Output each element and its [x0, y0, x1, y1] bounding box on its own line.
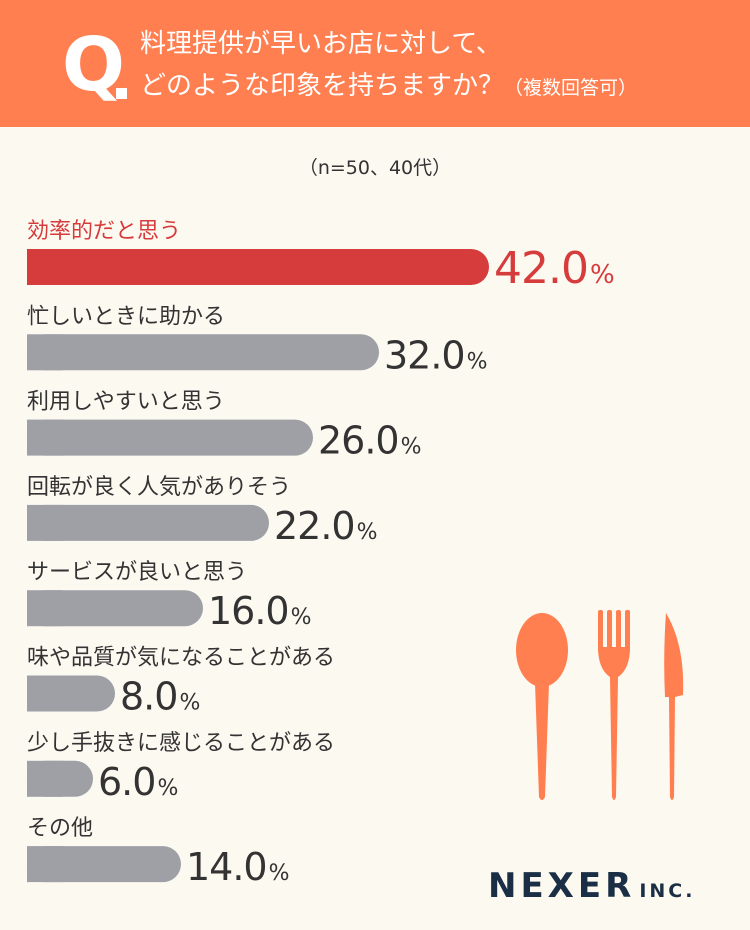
bar	[27, 504, 269, 541]
spoon-icon	[516, 613, 568, 800]
value-label: 8.0%	[120, 675, 200, 719]
bar	[27, 846, 181, 883]
category-label: 効率的だと思う	[27, 219, 181, 244]
value-label: 26.0%	[318, 419, 422, 463]
bar-base	[27, 675, 63, 712]
knife-icon	[664, 613, 684, 800]
bar-base	[27, 590, 63, 627]
category-label: 回転が良く人気がありそう	[27, 475, 291, 500]
question-line-2-text: どのような印象を持ちますか？	[140, 71, 505, 101]
question-header: Q 料理提供が早いお店に対して、 どのような印象を持ちますか？（複数回答可）	[0, 0, 750, 127]
bar-base	[27, 846, 63, 883]
bar	[27, 590, 203, 627]
value-label: 42.0%	[494, 243, 615, 294]
bar-base	[27, 504, 63, 541]
bar-base	[27, 249, 63, 285]
bar	[27, 249, 489, 285]
category-label: 味や品質が気になることがある	[27, 646, 335, 671]
question-line-2: どのような印象を持ちますか？（複数回答可）	[140, 70, 637, 104]
value-label: 22.0%	[274, 504, 378, 548]
value-label: 6.0%	[98, 760, 178, 804]
q-mark: Q	[62, 22, 125, 108]
category-label: サービスが良いと思う	[27, 560, 247, 585]
bar	[27, 419, 313, 456]
bar-base	[27, 334, 63, 371]
question-line-1: 料理提供が早いお店に対して、	[140, 29, 502, 59]
category-label: 少し手抜きに感じることがある	[27, 731, 335, 756]
category-label: 利用しやすいと思う	[27, 390, 225, 415]
value-label: 32.0%	[384, 333, 488, 377]
value-label: 14.0%	[186, 845, 290, 889]
bar-base	[27, 419, 63, 456]
category-label: 忙しいときに助かる	[27, 304, 225, 329]
brand-suffix: INC.	[639, 880, 696, 902]
brand-logo: NEXER INC.	[488, 866, 695, 911]
bar	[27, 334, 379, 371]
q-dot	[116, 88, 127, 99]
cutlery-illustration	[516, 610, 684, 800]
sample-note: （n=50、40代）	[298, 157, 452, 179]
category-label: その他	[27, 816, 93, 841]
brand-name: NEXER	[488, 866, 636, 906]
value-label: 16.0%	[208, 589, 312, 633]
question-note: （複数回答可）	[504, 77, 638, 99]
fork-icon	[598, 610, 630, 800]
bar-base	[27, 760, 63, 797]
